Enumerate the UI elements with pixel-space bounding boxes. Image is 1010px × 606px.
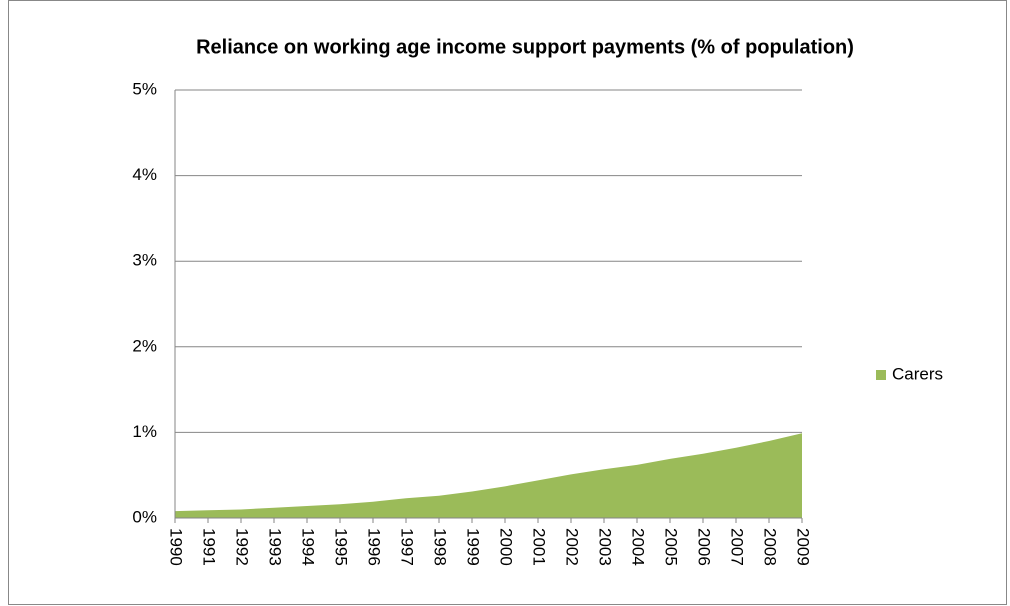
x-tick-label: 1997 xyxy=(398,528,417,566)
x-tick-label: 1992 xyxy=(233,528,252,566)
x-tick-label: 1995 xyxy=(332,528,351,566)
x-tick-label: 2005 xyxy=(662,528,681,566)
x-tick-label: 1991 xyxy=(200,528,219,566)
area xyxy=(175,433,802,518)
chart-title: Reliance on working age income support p… xyxy=(196,36,854,58)
y-tick-label: 2% xyxy=(132,336,157,355)
x-tick-label: 2008 xyxy=(761,528,780,566)
x-tick-label: 2002 xyxy=(563,528,582,566)
x-tick-label: 1999 xyxy=(464,528,483,566)
x-tick-label: 2003 xyxy=(596,528,615,566)
x-tick-label: 1996 xyxy=(365,528,384,566)
y-tick-label: 1% xyxy=(132,422,157,441)
x-tick-label: 1994 xyxy=(299,528,318,566)
x-tick-label: 1998 xyxy=(431,528,450,566)
legend-swatch xyxy=(876,370,886,380)
x-tick-label: 2004 xyxy=(629,528,648,566)
x-tick-label: 1993 xyxy=(266,528,285,566)
x-tick-label: 2009 xyxy=(794,528,813,566)
y-tick-label: 5% xyxy=(132,79,157,98)
y-tick-label: 3% xyxy=(132,251,157,270)
legend-label: Carers xyxy=(892,364,943,383)
y-tick-label: 4% xyxy=(132,165,157,184)
y-tick-label: 0% xyxy=(132,507,157,526)
x-tick-label: 2000 xyxy=(497,528,516,566)
x-tick-label: 1990 xyxy=(167,528,186,566)
x-tick-label: 2001 xyxy=(530,528,549,566)
x-tick-label: 2007 xyxy=(728,528,747,566)
x-tick-label: 2006 xyxy=(695,528,714,566)
